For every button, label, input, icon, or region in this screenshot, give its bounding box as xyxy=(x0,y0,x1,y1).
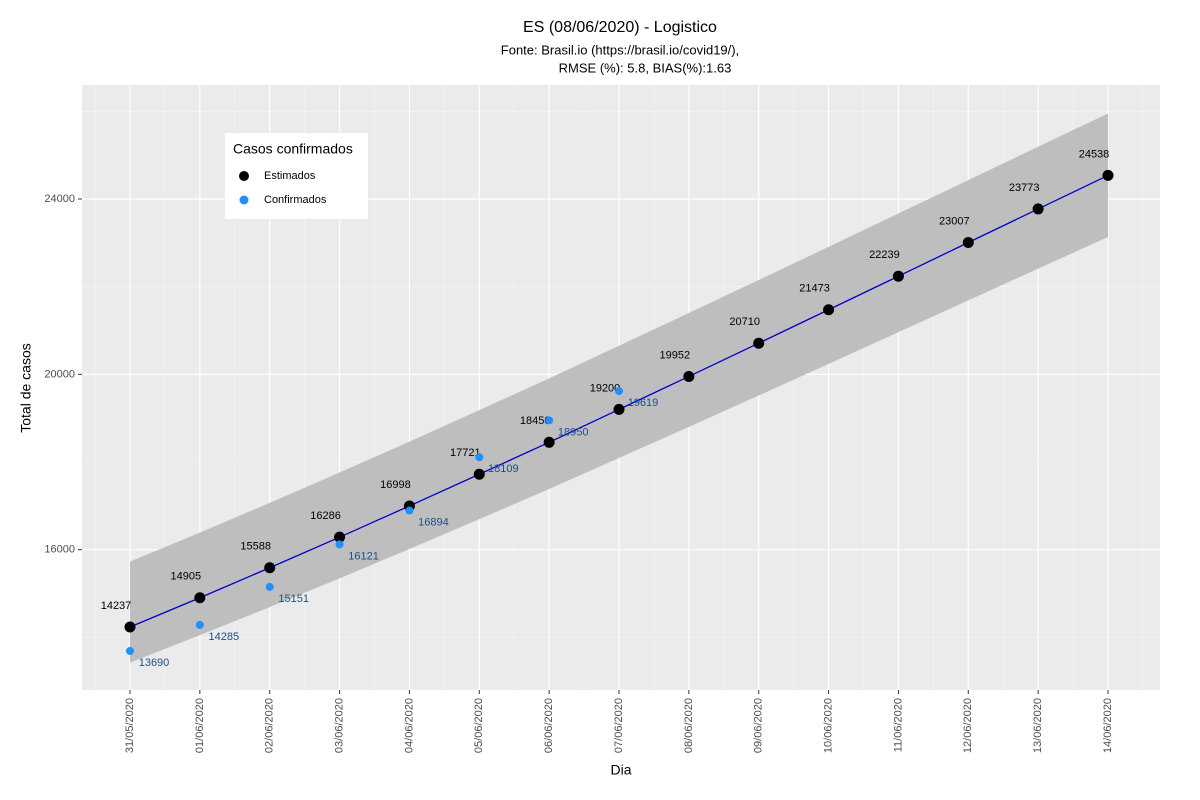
marks: 14237 14905 15588 16286 16998 17721 18450 19200… xyxy=(101,113,1114,669)
subtitle: RMSE (%): 5.8, BIAS(%):1.63 xyxy=(559,60,732,75)
data-label: 13690 xyxy=(139,657,170,669)
data-label: 18950 xyxy=(558,426,589,438)
x-tick-label: 08/06/2020 xyxy=(683,698,695,753)
data-label: 14285 xyxy=(209,631,240,643)
data-label: 19619 xyxy=(628,397,659,409)
point xyxy=(823,304,835,316)
data-label: 16998 xyxy=(380,479,411,491)
y-tick-label: 16000 xyxy=(44,544,75,556)
x-tick-label: 14/06/2020 xyxy=(1102,698,1114,753)
data-label: 17721 xyxy=(450,447,481,459)
legend-title: Casos confirmados xyxy=(233,141,353,157)
data-label: 19952 xyxy=(660,349,691,361)
legend: Casos confirmados Estimados Confirmados xyxy=(225,133,368,219)
x-tick-label: 07/06/2020 xyxy=(613,698,625,753)
point xyxy=(265,582,274,591)
data-label: 19200 xyxy=(590,382,621,394)
x-tick-label: 03/06/2020 xyxy=(333,698,345,753)
data-label: 14905 xyxy=(171,571,202,583)
point xyxy=(892,270,904,282)
y-tick-label: 20000 xyxy=(44,368,75,380)
data-label: 18450 xyxy=(520,415,551,427)
y-axis-label: Total de casos xyxy=(18,343,34,433)
x-axis-label: Dia xyxy=(610,762,631,778)
point xyxy=(124,621,136,633)
data-label: 23007 xyxy=(939,215,970,227)
point xyxy=(126,646,134,655)
point xyxy=(264,562,276,574)
subtitle: Fonte: Brasil.io (https://brasil.io/covi… xyxy=(501,42,739,57)
point xyxy=(962,237,974,249)
data-label: 16894 xyxy=(418,516,449,528)
point xyxy=(1102,169,1114,181)
y-tick-label: 24000 xyxy=(44,193,75,205)
x-tick-label: 04/06/2020 xyxy=(403,698,415,753)
point xyxy=(1032,203,1044,215)
point xyxy=(195,620,204,629)
x-tick-label: 05/06/2020 xyxy=(473,698,485,753)
x-tick-label: 02/06/2020 xyxy=(264,698,276,753)
point xyxy=(613,403,625,415)
point xyxy=(475,453,484,462)
point xyxy=(543,436,555,448)
point xyxy=(335,540,344,549)
x-tick-label: 31/05/2020 xyxy=(124,698,136,753)
data-label: 22239 xyxy=(869,249,900,261)
data-label: 21473 xyxy=(799,283,830,295)
point xyxy=(473,468,485,480)
point xyxy=(334,531,346,543)
x-tick-label: 09/06/2020 xyxy=(753,698,765,753)
legend-label: Estimados xyxy=(264,170,316,182)
point xyxy=(194,592,206,604)
x-tick-label: 10/06/2020 xyxy=(822,698,834,753)
data-label: 16286 xyxy=(310,510,341,522)
x-tick-label: 13/06/2020 xyxy=(1032,698,1044,753)
data-label: 23773 xyxy=(1009,182,1040,194)
data-label: 15151 xyxy=(278,593,309,605)
point xyxy=(405,506,414,515)
legend-marker xyxy=(239,195,249,205)
data-label: 24538 xyxy=(1079,148,1110,160)
point xyxy=(615,387,623,396)
data-label: 15588 xyxy=(240,541,271,553)
data-label: 20710 xyxy=(729,316,760,328)
data-label: 18109 xyxy=(488,463,519,475)
x-tick-label: 12/06/2020 xyxy=(962,698,974,753)
chart-title: ES (08/06/2020) - Logistico xyxy=(523,19,717,36)
legend-marker xyxy=(239,171,249,181)
x-tick-label: 01/06/2020 xyxy=(194,698,206,753)
point xyxy=(545,416,554,425)
x-tick-label: 06/06/2020 xyxy=(543,698,555,753)
point xyxy=(683,370,695,382)
data-label: 14237 xyxy=(101,600,132,612)
x-tick-label: 11/06/2020 xyxy=(892,698,904,752)
legend-label: Confirmados xyxy=(264,194,327,206)
point xyxy=(753,337,765,349)
data-label: 16121 xyxy=(348,550,379,562)
